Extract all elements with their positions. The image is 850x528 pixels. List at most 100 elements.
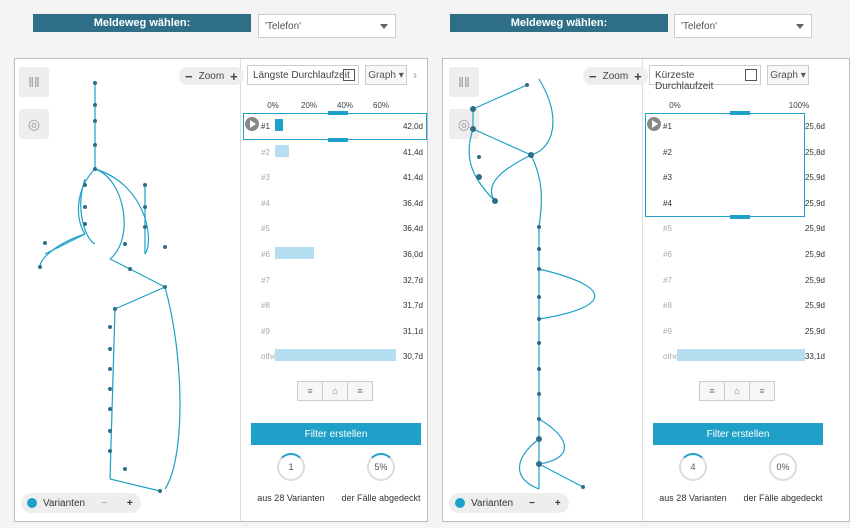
varianten-plus-button[interactable]: + xyxy=(554,497,561,509)
variant-row[interactable]: #1 42,0d xyxy=(243,113,427,139)
filter-button[interactable]: Filter erstellen xyxy=(653,423,823,445)
sort-asc-button[interactable]: ≡ xyxy=(298,382,323,400)
variant-row[interactable]: others 33,1d xyxy=(645,343,829,369)
range-handle-bottom[interactable] xyxy=(328,138,348,142)
varianten-plus-button[interactable]: + xyxy=(126,497,133,509)
meldeweg-select[interactable]: 'Telefon' xyxy=(674,14,812,38)
stat-variants-caption: aus 28 Varianten xyxy=(257,493,325,503)
variant-row[interactable]: #6 36,0d xyxy=(243,241,427,267)
graph-button-label: Graph xyxy=(368,69,396,81)
process-map[interactable] xyxy=(443,59,643,521)
eye-off-icon[interactable]: ◎ xyxy=(19,109,49,139)
process-graph[interactable]: ǁǁ ◎ − Zoom + xyxy=(15,59,244,521)
chevron-right-icon[interactable]: › xyxy=(413,68,417,82)
variant-row[interactable]: #2 25,8d xyxy=(645,139,829,165)
sort-desc-button[interactable]: ≡ xyxy=(348,382,372,400)
stat-coverage-value: 5% xyxy=(367,453,395,481)
eye-off-icon[interactable]: ◎ xyxy=(449,109,479,139)
variant-duration: 25,9d xyxy=(804,326,825,336)
axis-tick-label: 20% xyxy=(300,101,318,110)
variant-row[interactable]: #4 25,9d xyxy=(645,190,829,216)
process-graph[interactable]: ǁǁ ◎ − Zoom + xyxy=(443,59,648,521)
varianten-label: Varianten xyxy=(471,497,514,509)
variant-row[interactable]: #7 25,9d xyxy=(645,267,829,293)
variant-label: #9 xyxy=(663,326,672,336)
graph-button[interactable]: Graph ▾ xyxy=(767,65,809,85)
axis-ticks: 0% 20% 40% 60% xyxy=(267,101,397,111)
variant-bar xyxy=(275,349,396,362)
sort-select[interactable]: Kürzeste Durchlaufzeit xyxy=(649,65,761,92)
varianten-control: Varianten − + xyxy=(21,493,141,513)
stat-coverage-caption: der Fälle abgedeckt xyxy=(341,493,421,503)
tally-icon[interactable]: ǁǁ xyxy=(19,67,49,97)
range-handle-top[interactable] xyxy=(328,111,348,115)
variant-label: #7 xyxy=(261,275,270,285)
varianten-minus-button[interactable]: − xyxy=(101,497,107,509)
zoom-out-button[interactable]: − xyxy=(589,68,597,84)
variant-duration: 25,9d xyxy=(804,224,825,234)
variant-label: #5 xyxy=(261,224,270,234)
selection-range[interactable] xyxy=(645,111,805,219)
variant-list: #1 42,0d #2 41,4d #3 41,4d #4 36,4d #5 36,4d #6 36,… xyxy=(243,113,427,369)
variant-row[interactable]: #4 36,4d xyxy=(243,190,427,216)
graph-button[interactable]: Graph ▾ xyxy=(365,65,407,85)
variant-duration: 31,7d xyxy=(402,301,423,311)
selection-range[interactable] xyxy=(243,111,427,142)
variant-row[interactable]: #9 25,9d xyxy=(645,318,829,344)
sort-select[interactable]: Längste Durchlaufzeit xyxy=(247,65,359,85)
users-icon xyxy=(27,498,37,508)
variant-row[interactable]: #5 36,4d xyxy=(243,215,427,241)
process-map[interactable] xyxy=(15,59,241,521)
axis-tick-label: 0% xyxy=(669,101,681,110)
variant-duration: 25,9d xyxy=(804,301,825,311)
sort-desc-button[interactable]: ≡ xyxy=(750,382,774,400)
variant-row[interactable]: #8 31,7d xyxy=(243,292,427,318)
variant-row[interactable]: others 30,7d xyxy=(243,343,427,369)
variant-duration: 36,0d xyxy=(402,249,423,259)
variant-label: #1 xyxy=(663,122,672,131)
sort-button-group: ≡ ⌂ ≡ xyxy=(297,381,373,401)
variant-row[interactable]: #1 25,6d xyxy=(645,113,829,139)
variant-row[interactable]: #2 41,4d xyxy=(243,139,427,165)
zoom-control: − Zoom + xyxy=(583,67,648,85)
home-button[interactable]: ⌂ xyxy=(323,382,348,400)
variant-label: #9 xyxy=(261,326,270,336)
variant-duration: 30,7d xyxy=(402,352,423,362)
filter-button[interactable]: Filter erstellen xyxy=(251,423,421,445)
variant-row[interactable]: #9 31,1d xyxy=(243,318,427,344)
tally-icon[interactable]: ǁǁ xyxy=(449,67,479,97)
variants-panel: Kürzeste Durchlaufzeit Graph ▾ 0% 100% #1… xyxy=(645,59,829,521)
variant-label: others xyxy=(663,352,686,362)
variant-row[interactable]: #7 32,7d xyxy=(243,267,427,293)
variant-duration: 42,0d xyxy=(402,122,423,131)
variant-list: #1 25,6d #2 25,8d #3 25,9d #4 25,9d #5 25,9d #6 25,… xyxy=(645,113,829,369)
zoom-out-button[interactable]: − xyxy=(185,68,193,84)
variant-row[interactable]: #5 25,9d xyxy=(645,215,829,241)
zoom-in-button[interactable]: + xyxy=(634,68,642,84)
play-icon[interactable] xyxy=(647,117,661,131)
varianten-minus-button[interactable]: − xyxy=(529,497,535,509)
range-handle-bottom[interactable] xyxy=(730,215,750,219)
variant-duration: 25,6d xyxy=(804,122,825,131)
zoom-control: − Zoom + xyxy=(179,67,244,85)
stat-variants: 1 aus 28 Varianten xyxy=(249,453,333,503)
variant-bar xyxy=(275,119,283,131)
range-handle-top[interactable] xyxy=(730,111,750,115)
meldeweg-select[interactable]: 'Telefon' xyxy=(258,14,396,38)
stat-variants: 4 aus 28 Varianten xyxy=(651,453,735,503)
process-nodes xyxy=(38,81,167,493)
variant-row[interactable]: #8 25,9d xyxy=(645,292,829,318)
variant-row[interactable]: #3 41,4d xyxy=(243,164,427,190)
variant-row[interactable]: #6 25,9d xyxy=(645,241,829,267)
sort-asc-button[interactable]: ≡ xyxy=(700,382,725,400)
play-icon[interactable] xyxy=(245,117,259,131)
zoom-in-button[interactable]: + xyxy=(230,68,238,84)
variant-label: #4 xyxy=(261,198,270,208)
users-icon xyxy=(455,498,465,508)
variant-row[interactable]: #3 25,9d xyxy=(645,164,829,190)
variant-duration: 31,1d xyxy=(402,326,423,336)
meldeweg-label: Meldeweg wählen: xyxy=(450,14,668,32)
home-button[interactable]: ⌂ xyxy=(725,382,750,400)
meldeweg-select-value: 'Telefon' xyxy=(681,21,718,32)
variant-label: others xyxy=(261,352,284,362)
